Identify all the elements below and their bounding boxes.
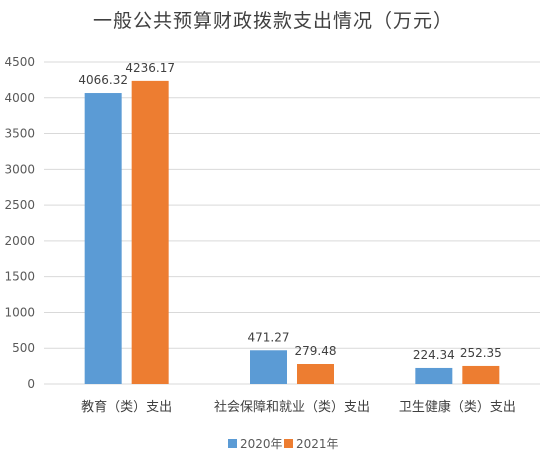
grid-layer bbox=[44, 61, 540, 385]
legend-label: 2020年 bbox=[240, 437, 283, 451]
bar bbox=[462, 365, 500, 384]
y-tick-label: 2500 bbox=[4, 198, 35, 212]
x-category-label: 社会保障和就业（类）支出 bbox=[214, 399, 370, 415]
y-tick-label: 3000 bbox=[4, 162, 35, 176]
legend-swatch bbox=[284, 439, 293, 448]
bar bbox=[297, 364, 334, 384]
bar bbox=[415, 367, 453, 384]
x-axis-categories: 教育（类）支出 社会保障和就业（类）支出 卫生健康（类）支出 bbox=[81, 399, 516, 415]
legend-label: 2021年 bbox=[296, 437, 339, 451]
x-category-label: 卫生健康（类）支出 bbox=[399, 399, 516, 415]
legend: 2020年 2021年 bbox=[228, 437, 339, 451]
y-axis-ticks: 0 500 1000 1500 2000 2500 3000 3500 4000 4500 bbox=[4, 55, 35, 391]
legend-swatch bbox=[228, 439, 237, 448]
bars bbox=[84, 80, 500, 384]
y-tick-label: 1500 bbox=[4, 270, 35, 284]
bar bbox=[250, 350, 287, 384]
data-label: 4066.32 bbox=[78, 73, 128, 87]
y-tick-label: 4500 bbox=[4, 55, 35, 69]
chart-title: 一般公共预算财政拨款支出情况（万元） bbox=[93, 10, 453, 32]
y-tick-label: 500 bbox=[12, 341, 35, 355]
x-category-label: 教育（类）支出 bbox=[81, 399, 172, 415]
y-tick-label: 1000 bbox=[4, 305, 35, 319]
y-tick-label: 3500 bbox=[4, 127, 35, 141]
y-tick-label: 0 bbox=[27, 377, 35, 391]
y-tick-label: 4000 bbox=[4, 91, 35, 105]
bar bbox=[84, 93, 122, 384]
data-label: 279.48 bbox=[295, 344, 337, 358]
bar bbox=[131, 80, 169, 384]
data-label: 224.34 bbox=[413, 348, 455, 362]
data-label: 252.35 bbox=[460, 346, 502, 360]
data-label: 471.27 bbox=[248, 330, 290, 344]
y-tick-label: 2000 bbox=[4, 234, 35, 248]
data-label: 4236.17 bbox=[125, 61, 175, 75]
